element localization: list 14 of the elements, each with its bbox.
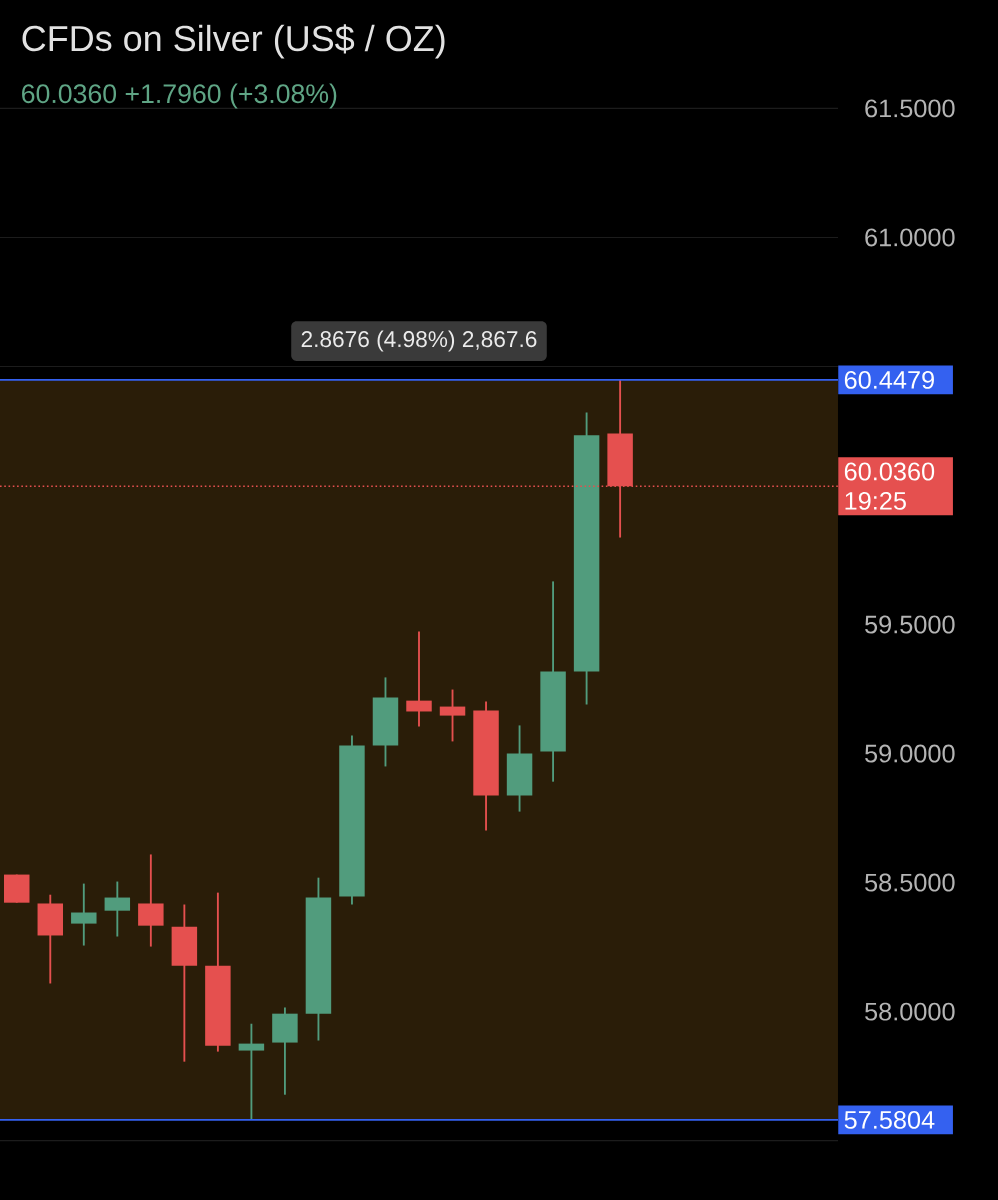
y-tick-label: 59.5000 <box>865 615 955 634</box>
y-tick-label: 58.0000 <box>865 1002 955 1021</box>
text: 60.0360 +1.7960 (+3.08%) <box>22 83 337 109</box>
candlestick <box>238 1022 265 1121</box>
candlestick <box>406 630 432 728</box>
ref-line-label: 60.4479 <box>844 370 934 389</box>
y-tick-label: 61.0000 <box>865 228 955 247</box>
annotation: 2.8676 (4.98%) 2,867.6 <box>301 330 537 352</box>
y-tick-label: 58.5000 <box>865 873 955 892</box>
ref-line-label: 60.0360 19:25 <box>844 462 935 510</box>
ref-line-label: 57.5804 <box>844 1110 935 1129</box>
y-tick-label: 61.5000 <box>865 99 955 118</box>
y-tick-label: 59.0000 <box>865 744 955 763</box>
text: CFDs on Silver (US$ / OZ) <box>22 24 445 59</box>
